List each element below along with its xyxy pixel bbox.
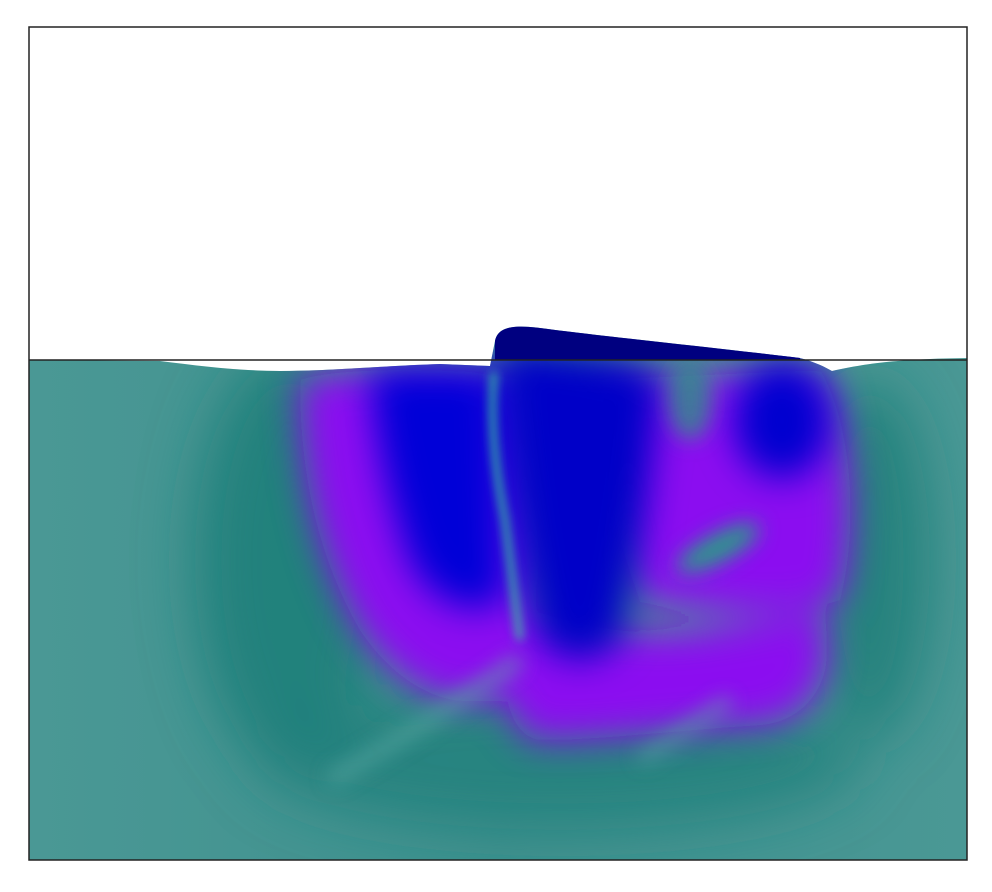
blue-vortex-right (734, 362, 830, 478)
wake-streak-2 (636, 695, 734, 765)
wave-crest (495, 326, 800, 360)
fluid-body (29, 326, 967, 860)
vortex-sheet (489, 371, 523, 641)
sky-region (29, 27, 967, 360)
figure-frame (28, 26, 968, 861)
green-pocket (676, 523, 760, 573)
blue-core-left (370, 369, 505, 608)
blue-core-center (500, 345, 660, 659)
green-pocket-upper (668, 360, 712, 440)
wake-streak-1 (326, 654, 524, 787)
